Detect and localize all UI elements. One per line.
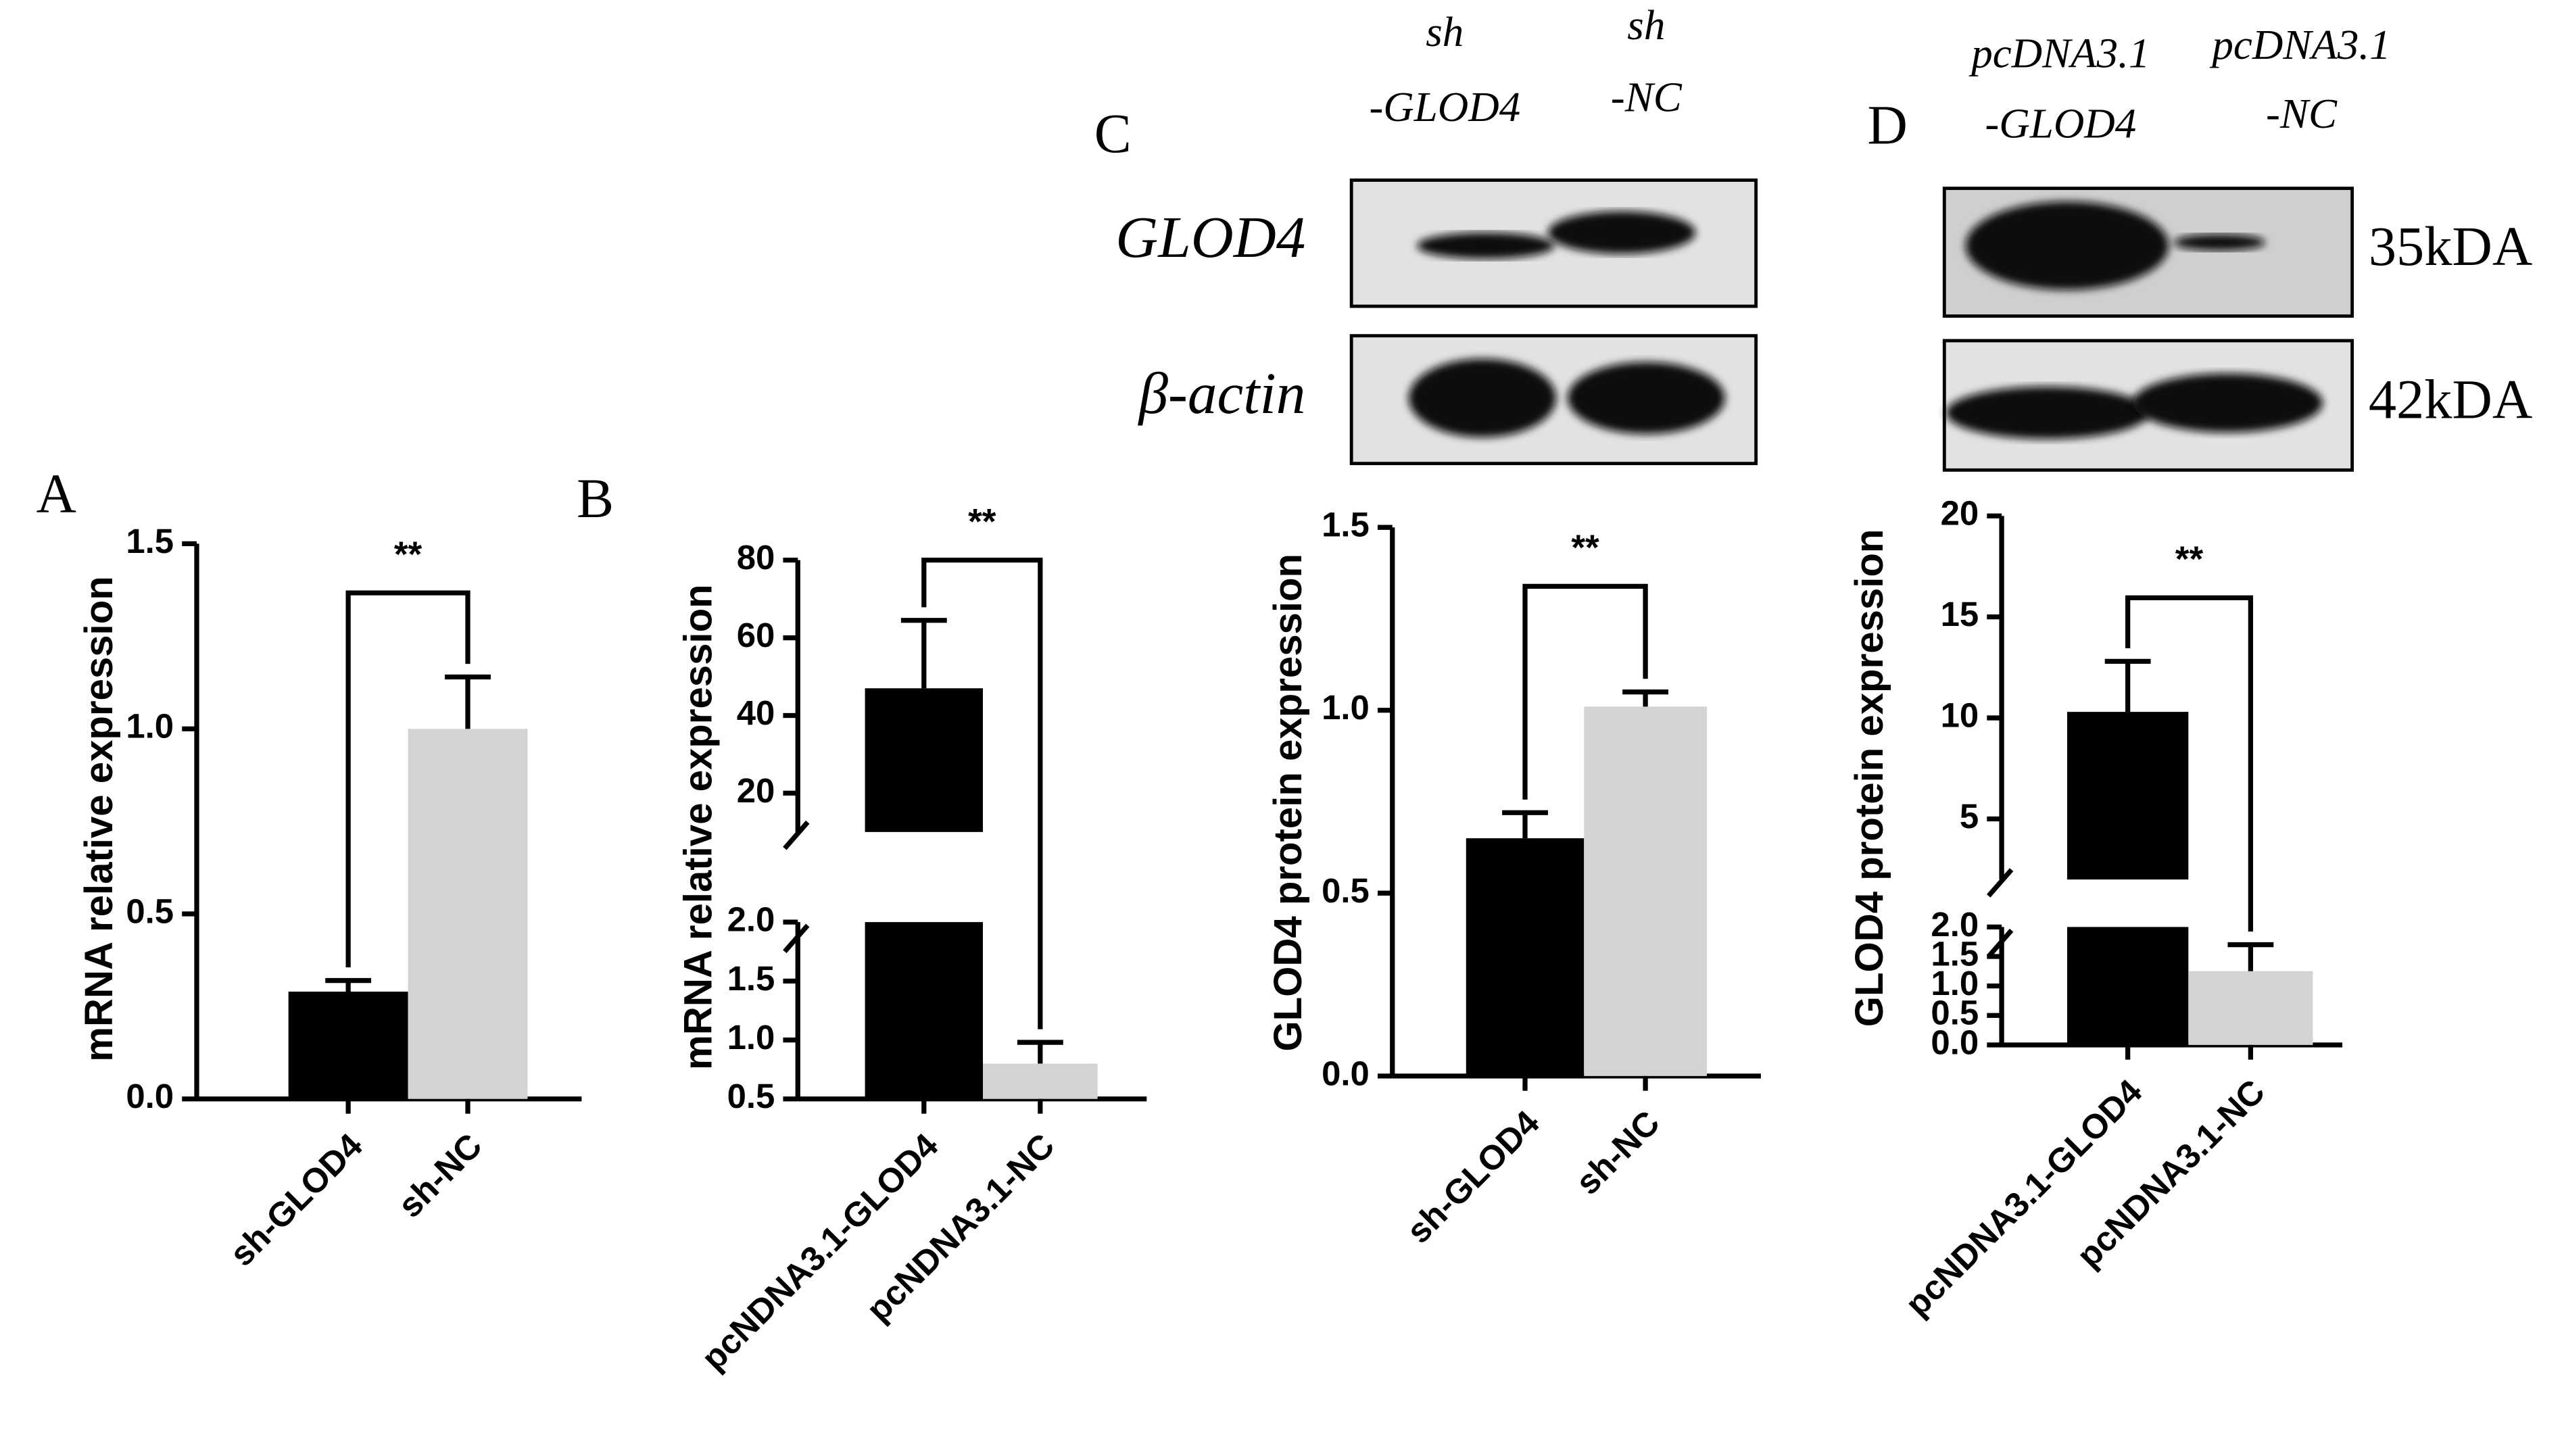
- error-bar: [445, 674, 491, 729]
- bar: [408, 729, 528, 1099]
- y-axis-label: mRNA relative expression: [677, 584, 721, 1069]
- blot-frame: [1349, 178, 1758, 308]
- blot-lane-label: -GLOD4: [1369, 83, 1520, 130]
- y-tick-label: 0.5: [126, 892, 174, 930]
- y-tick-label: 1.0: [1322, 688, 1370, 727]
- significance-bracket: [921, 558, 1043, 1029]
- y-tick-label: 0.0: [1322, 1054, 1370, 1092]
- axis-break: [1986, 868, 2014, 898]
- y-tick-label: 60: [737, 616, 775, 654]
- significance-label: **: [1571, 528, 1599, 568]
- x-tick-label: pcNDNA3.1-GLOD4: [1898, 1071, 2150, 1324]
- significance-bracket: [2125, 595, 2254, 932]
- y-tick-label: 1.5: [1931, 934, 1979, 973]
- axis-break: [1986, 928, 2014, 958]
- y-tick-label: 0.5: [1322, 871, 1370, 910]
- y-tick-label: 0.0: [1931, 1023, 1979, 1061]
- blot-band: [1945, 386, 2150, 439]
- y-tick-label: 15: [1941, 595, 1979, 633]
- y-tick-label: 20: [1941, 494, 1979, 533]
- panel-label: C: [1094, 103, 1132, 164]
- y-tick-label: 5: [1960, 797, 1979, 835]
- y-tick-label: 0.5: [1931, 994, 1979, 1032]
- significance-label: **: [394, 535, 422, 575]
- significance-bracket: [1522, 583, 1648, 800]
- x-tick-label: sh-NC: [391, 1126, 489, 1225]
- blot-lane-label: sh: [1627, 1, 1665, 49]
- blot-band: [1568, 362, 1725, 435]
- panel-label: A: [37, 463, 76, 525]
- bar: [2188, 971, 2313, 1045]
- y-axis-label: GLOD4 protein expression: [1847, 529, 1891, 1027]
- bar: [1466, 838, 1585, 1076]
- bar: [1584, 706, 1707, 1076]
- error-bar: [1017, 1040, 1063, 1064]
- y-tick-label: 1.5: [126, 522, 174, 560]
- panel-label: B: [577, 468, 614, 529]
- y-axis-label: GLOD4 protein expression: [1266, 554, 1310, 1052]
- y-tick-label: 20: [737, 771, 775, 810]
- blot-lane-label: pcDNA3.1: [1968, 29, 2150, 76]
- bar: [288, 991, 408, 1099]
- panel-label: D: [1867, 95, 1908, 156]
- y-tick-label: 0.0: [126, 1077, 174, 1115]
- axis-break: [783, 820, 810, 850]
- x-tick-label: sh-NC: [1568, 1103, 1667, 1202]
- blot-band: [1965, 201, 2169, 290]
- blot-band: [1408, 358, 1557, 437]
- y-tick-label: 40: [737, 694, 775, 732]
- y-tick-label: 1.0: [727, 1018, 775, 1057]
- blot-lane-label: sh: [1426, 8, 1464, 55]
- blot-lane-label: -NC: [2266, 90, 2338, 137]
- blot-band: [1417, 233, 1555, 259]
- error-bar: [1502, 810, 1548, 839]
- x-tick-label: sh-GLOD4: [222, 1125, 370, 1273]
- blot-size-label: 35kDA: [2369, 216, 2533, 277]
- blot-band: [1547, 211, 1696, 254]
- y-tick-label: 1.0: [126, 707, 174, 746]
- x-tick-label: sh-GLOD4: [1399, 1102, 1547, 1251]
- significance-label: **: [968, 502, 996, 541]
- y-axis-label: mRNA relative expression: [77, 576, 121, 1061]
- blot-lane-label: -GLOD4: [1985, 99, 2136, 147]
- blot-lane-label: -NC: [1611, 74, 1683, 121]
- y-tick-label: 80: [737, 538, 775, 577]
- error-bar: [900, 618, 947, 689]
- bar: [2067, 712, 2189, 1045]
- error-bar: [2104, 658, 2151, 712]
- blot-band: [2132, 373, 2323, 433]
- significance-bracket: [345, 590, 470, 968]
- bar: [983, 1063, 1098, 1099]
- blot-band: [2173, 234, 2266, 251]
- y-tick-label: 1.5: [1322, 506, 1370, 544]
- y-tick-label: 10: [1941, 696, 1979, 734]
- y-tick-label: 2.0: [1931, 905, 1979, 944]
- y-tick-label: 1.0: [1931, 964, 1979, 1002]
- error-bar: [325, 977, 372, 992]
- y-tick-label: 2.0: [727, 900, 775, 939]
- axis-break: [783, 923, 810, 954]
- blot-size-label: 42kDA: [2369, 369, 2533, 431]
- bar: [865, 688, 984, 1099]
- error-bar: [2227, 942, 2274, 971]
- blot-row-label: β-actin: [1137, 360, 1305, 426]
- y-tick-label: 0.5: [727, 1077, 775, 1115]
- blot-row-label: GLOD4: [1115, 204, 1305, 270]
- y-tick-label: 1.5: [727, 959, 775, 998]
- significance-label: **: [2175, 539, 2204, 579]
- error-bar: [1622, 689, 1669, 707]
- blot-lane-label: pcDNA3.1: [2209, 21, 2390, 68]
